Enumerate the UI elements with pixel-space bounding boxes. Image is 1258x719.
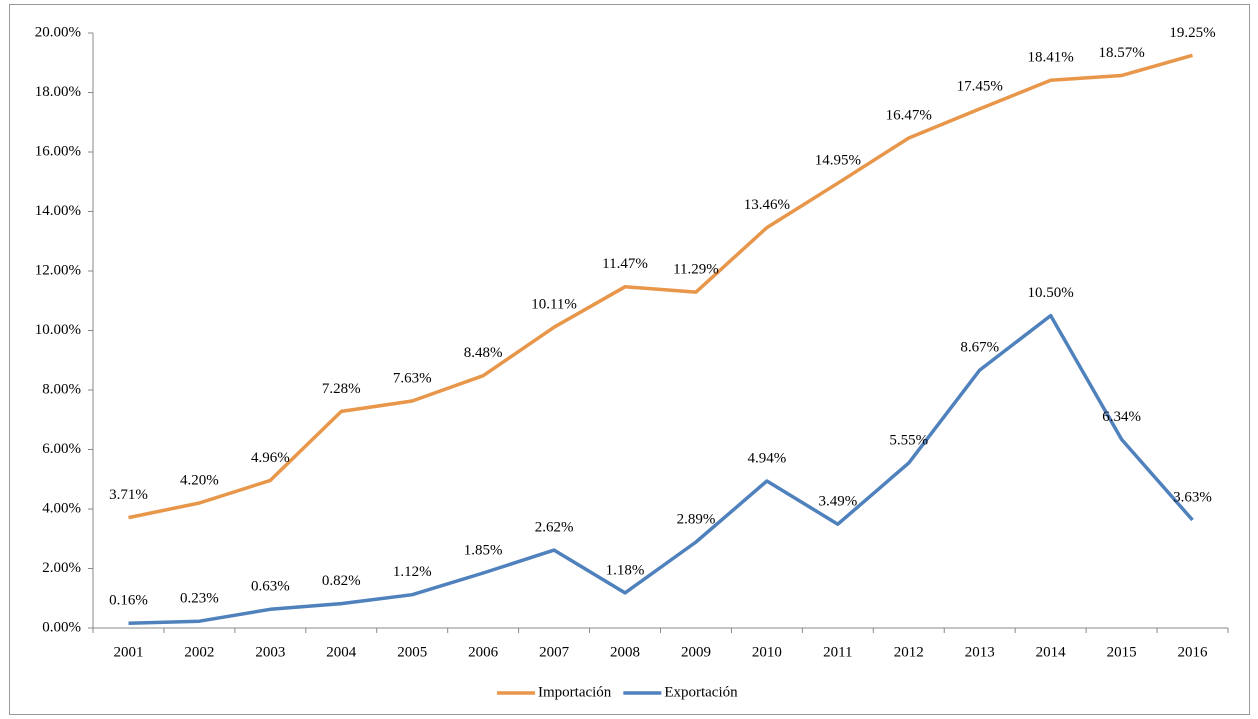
- data-label: 14.95%: [815, 153, 861, 169]
- x-tick-label: 2008: [610, 644, 640, 660]
- chart-border: [9, 4, 1250, 715]
- y-tick-label: 4.00%: [42, 500, 81, 516]
- data-label: 18.41%: [1028, 50, 1074, 66]
- data-label: 6.34%: [1102, 409, 1141, 425]
- x-tick-label: 2004: [326, 644, 357, 660]
- data-label: 1.85%: [464, 542, 503, 558]
- x-tick-label: 2003: [255, 644, 285, 660]
- y-tick-label: 20.00%: [35, 24, 81, 40]
- data-label: 4.94%: [748, 450, 787, 466]
- y-tick-label: 16.00%: [35, 143, 81, 159]
- data-label: 1.12%: [393, 564, 432, 580]
- data-label: 19.25%: [1169, 25, 1215, 41]
- y-tick-label: 8.00%: [42, 381, 81, 397]
- data-label: 10.11%: [531, 297, 577, 313]
- data-label: 3.71%: [109, 487, 148, 503]
- data-label: 2.89%: [677, 511, 716, 527]
- legend-label: Exportación: [664, 684, 738, 700]
- data-label: 0.16%: [109, 593, 148, 609]
- x-tick-label: 2010: [752, 644, 782, 660]
- y-tick-label: 10.00%: [35, 322, 81, 338]
- data-label: 2.62%: [535, 519, 574, 535]
- x-tick-label: 2005: [397, 644, 427, 660]
- x-tick-label: 2009: [681, 644, 711, 660]
- series-line: [128, 53, 1193, 520]
- data-label: 18.57%: [1098, 45, 1144, 61]
- series-line: [128, 313, 1194, 625]
- x-tick-label: 2001: [113, 644, 143, 660]
- data-label: 3.49%: [818, 494, 857, 510]
- data-label: 4.96%: [251, 450, 290, 466]
- data-label: 7.28%: [322, 381, 361, 397]
- data-label: 10.50%: [1028, 285, 1074, 301]
- data-label: 1.18%: [606, 562, 645, 578]
- data-label: 5.55%: [889, 432, 928, 448]
- y-tick-label: 14.00%: [35, 203, 81, 219]
- data-label: 3.63%: [1173, 489, 1212, 505]
- data-label: 0.23%: [180, 591, 219, 607]
- y-tick-label: 2.00%: [42, 560, 81, 576]
- y-tick-label: 12.00%: [35, 262, 81, 278]
- x-tick-label: 2013: [965, 644, 995, 660]
- x-tick-label: 2007: [539, 644, 570, 660]
- x-tick-label: 2002: [184, 644, 214, 660]
- data-label: 0.63%: [251, 579, 290, 595]
- y-tick-label: 0.00%: [42, 619, 81, 635]
- data-label: 13.46%: [744, 197, 790, 213]
- x-tick-label: 2016: [1178, 644, 1209, 660]
- x-tick-label: 2015: [1107, 644, 1137, 660]
- y-tick-label: 18.00%: [35, 84, 81, 100]
- data-label: 16.47%: [886, 107, 932, 123]
- data-label: 11.47%: [602, 256, 648, 272]
- x-tick-label: 2014: [1036, 644, 1067, 660]
- x-tick-label: 2012: [894, 644, 924, 660]
- x-tick-label: 2011: [823, 644, 852, 660]
- data-label: 17.45%: [957, 78, 1003, 94]
- data-label: 11.29%: [673, 262, 719, 278]
- x-tick-label: 2006: [468, 644, 499, 660]
- data-label: 0.82%: [322, 573, 361, 589]
- data-label: 8.48%: [464, 345, 503, 361]
- data-label: 4.20%: [180, 472, 219, 488]
- y-tick-label: 6.00%: [42, 441, 81, 457]
- data-label: 8.67%: [960, 340, 999, 356]
- data-label: 7.63%: [393, 370, 432, 386]
- legend-label: Importación: [538, 684, 612, 700]
